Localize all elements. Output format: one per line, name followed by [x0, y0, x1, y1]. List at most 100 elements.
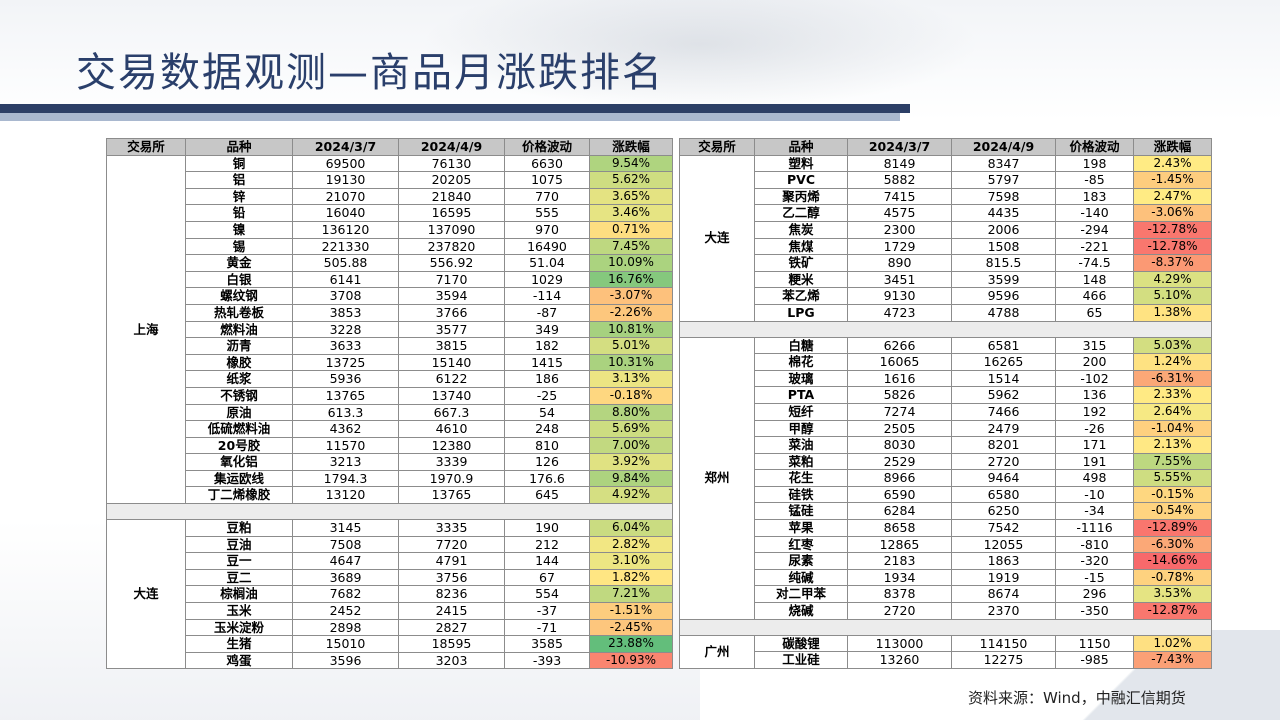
date2-value: 8236: [398, 585, 505, 604]
change-value: -320: [1055, 552, 1134, 570]
table-row: 焦炭 2300 2006 -294 -12.78%: [680, 220, 1212, 239]
header-row: 交易所 品种 2024/3/7 2024/4/9 价格波动 涨跌幅: [679, 138, 1212, 156]
change-value: 296: [1055, 585, 1134, 604]
change-value: 67: [504, 568, 590, 587]
date1-value: 4362: [292, 420, 399, 438]
change-value: 148: [1055, 270, 1134, 289]
table-row: 燃料油 3228 3577 349 10.81%: [107, 320, 673, 339]
header-date-2: 2024/4/9: [398, 138, 505, 156]
product-cell: 豆油: [185, 535, 293, 554]
pct-change-cell: 3.13%: [589, 370, 673, 388]
change-value: -102: [1055, 369, 1134, 388]
date1-value: 2505: [847, 419, 952, 438]
pct-change-cell: -6.31%: [1133, 369, 1212, 388]
date2-value: 12055: [951, 535, 1056, 554]
pct-change-cell: -7.43%: [1133, 651, 1212, 669]
date1-value: 2720: [847, 602, 952, 620]
pct-change-cell: 2.13%: [1133, 436, 1212, 454]
table-row: 原油 613.3 667.3 54 8.80%: [107, 403, 673, 422]
pct-change-cell: 5.01%: [589, 337, 673, 355]
date1-value: 3853: [292, 303, 399, 322]
header-change: 价格波动: [1055, 138, 1134, 156]
left-data-table: 交易所 品种 2024/3/7 2024/4/9 价格波动 涨跌幅 上海铜 69500 7613…: [106, 138, 673, 670]
pct-change-cell: 1.82%: [589, 568, 673, 587]
date2-value: 667.3: [398, 403, 505, 422]
date1-value: 8030: [847, 436, 952, 454]
date2-value: 1919: [951, 568, 1056, 587]
table-row: 氧化铝 3213 3339 126 3.92%: [107, 453, 673, 471]
date1-value: 19130: [292, 171, 399, 189]
table-row: 菜粕 2529 2720 191 7.55%: [680, 452, 1212, 471]
date2-value: 18595: [398, 635, 505, 653]
product-cell: 丁二烯橡胶: [185, 486, 293, 505]
table-row: 玉米淀粉 2898 2827 -71 -2.45%: [107, 618, 673, 637]
date1-value: 3145: [292, 519, 399, 537]
exchange-cell: 大连: [106, 519, 186, 670]
header-change: 价格波动: [504, 138, 590, 156]
date2-value: 9464: [951, 469, 1056, 487]
table-row: 硅铁 6590 6580 -10 -0.15%: [680, 485, 1212, 504]
date1-value: 69500: [292, 154, 399, 173]
date1-value: 1616: [847, 369, 952, 388]
exchange-cell: 大连: [679, 154, 755, 322]
product-cell: 苹果: [754, 519, 848, 537]
change-value: 1150: [1055, 634, 1134, 653]
date2-value: 114150: [951, 634, 1056, 653]
change-value: 198: [1055, 154, 1134, 173]
date2-value: 12275: [951, 651, 1056, 669]
date1-value: 6266: [847, 336, 952, 355]
date2-value: 9596: [951, 287, 1056, 305]
date2-value: 2006: [951, 220, 1056, 239]
table-row: 铅 16040 16595 555 3.46%: [107, 204, 673, 222]
header-product: 品种: [754, 138, 848, 156]
table-row: LPG 4723 4788 65 1.38%: [680, 303, 1212, 322]
date2-value: 21840: [398, 187, 505, 206]
table-row: 玻璃 1616 1514 -102 -6.31%: [680, 369, 1212, 388]
date1-value: 505.88: [292, 254, 399, 272]
date2-value: 2370: [951, 602, 1056, 620]
date1-value: 5882: [847, 171, 952, 189]
pct-change-cell: 1.02%: [1133, 634, 1212, 653]
date2-value: 6580: [951, 485, 1056, 504]
table-row: 粳米 3451 3599 148 4.29%: [680, 270, 1212, 289]
product-cell: 塑料: [754, 154, 848, 173]
product-cell: 锰硅: [754, 502, 848, 521]
date1-value: 15010: [292, 635, 399, 653]
separator-cell: [679, 320, 1212, 338]
date2-value: 76130: [398, 154, 505, 173]
pct-change-cell: -1.04%: [1133, 419, 1212, 438]
pct-change-cell: -12.78%: [1133, 237, 1212, 256]
change-value: 200: [1055, 353, 1134, 371]
header-exchange: 交易所: [679, 138, 755, 156]
pct-change-cell: 9.84%: [589, 469, 673, 488]
date2-value: 6122: [398, 370, 505, 388]
change-value: 770: [504, 187, 590, 206]
change-value: 182: [504, 337, 590, 355]
change-value: -87: [504, 303, 590, 322]
change-value: 810: [504, 436, 590, 455]
date1-value: 12865: [847, 535, 952, 554]
date1-value: 3596: [292, 651, 399, 670]
pct-change-cell: 6.04%: [589, 519, 673, 537]
date2-value: 3577: [398, 320, 505, 339]
table-row: 锡 221330 237820 16490 7.45%: [107, 237, 673, 256]
product-cell: 豆一: [185, 552, 293, 570]
date2-value: 6581: [951, 336, 1056, 355]
product-cell: 橡胶: [185, 353, 293, 372]
product-cell: 菜油: [754, 436, 848, 454]
product-cell: 白银: [185, 270, 293, 289]
date1-value: 3213: [292, 453, 399, 471]
product-cell: 沥青: [185, 337, 293, 355]
date2-value: 7170: [398, 270, 505, 289]
date2-value: 4610: [398, 420, 505, 438]
product-cell: 棕榈油: [185, 585, 293, 604]
product-cell: 氧化铝: [185, 453, 293, 471]
product-cell: 硅铁: [754, 485, 848, 504]
table-row: 聚丙烯 7415 7598 183 2.47%: [680, 187, 1212, 206]
date2-value: 3335: [398, 519, 505, 537]
change-value: -10: [1055, 485, 1134, 504]
table-row: 花生 8966 9464 498 5.55%: [680, 469, 1212, 487]
product-cell: 生猪: [185, 635, 293, 653]
change-value: 16490: [504, 237, 590, 256]
change-value: 1075: [504, 171, 590, 189]
